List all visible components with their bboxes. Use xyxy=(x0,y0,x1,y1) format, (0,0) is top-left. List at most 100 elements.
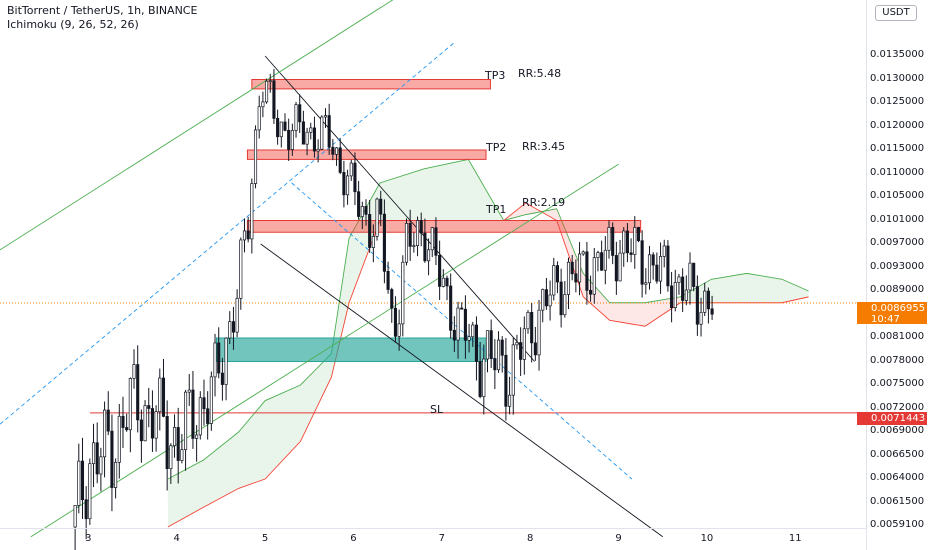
candle-body xyxy=(364,206,368,215)
tp3-rr-label: RR:5.48 xyxy=(518,67,562,80)
y-tick-label: 0.0078000 xyxy=(870,354,925,366)
candle-body xyxy=(250,183,254,240)
y-tick-label: 0.0105000 xyxy=(870,190,925,201)
candle-body xyxy=(353,162,357,193)
candle-body xyxy=(467,336,471,341)
candle-body xyxy=(504,354,508,407)
candle-body xyxy=(614,255,618,282)
indicator-legend[interactable]: Ichimoku (9, 26, 52, 26) xyxy=(7,18,139,31)
ichimoku-cloud-segment xyxy=(746,273,783,303)
x-tick-label: 6 xyxy=(350,533,357,544)
candle-body xyxy=(253,129,258,184)
y-tick-label: 0.0061500 xyxy=(870,495,925,507)
candle-body xyxy=(239,239,243,299)
candle-body xyxy=(172,427,177,447)
candle-body xyxy=(699,311,703,325)
candle-body xyxy=(346,175,350,196)
candle-body xyxy=(242,230,247,241)
candle-body xyxy=(441,277,445,287)
trendline[interactable] xyxy=(260,243,664,538)
candle-body xyxy=(408,223,412,247)
candle-body xyxy=(176,427,180,461)
candle-body xyxy=(132,364,136,379)
y-tick-label: 0.0130000 xyxy=(870,72,925,84)
candle-body xyxy=(438,254,442,287)
candle-body xyxy=(349,162,353,177)
y-tick-label: 0.0059100 xyxy=(870,519,925,530)
zone-tp3[interactable] xyxy=(251,79,491,90)
candle-countdown: 10:47 xyxy=(871,314,900,325)
zone-tp1[interactable] xyxy=(246,220,642,233)
candle-body xyxy=(496,339,501,371)
sl-label: SL xyxy=(430,403,444,416)
ichimoku-cloud-segment xyxy=(349,182,380,303)
trendline[interactable] xyxy=(0,0,415,251)
y-tick-label: 0.0069000 xyxy=(870,425,925,436)
candle-body xyxy=(320,116,324,150)
candle-body xyxy=(360,206,364,217)
candle-body xyxy=(231,321,235,333)
x-tick-label: 7 xyxy=(438,533,446,544)
candle-body xyxy=(316,148,320,152)
trendline[interactable] xyxy=(30,163,619,538)
candle-body xyxy=(681,276,685,301)
currency-button[interactable]: USDT xyxy=(875,5,917,21)
candle-body xyxy=(80,460,85,501)
y-tick-label: 0.0075000 xyxy=(870,378,925,389)
candle-body xyxy=(143,405,147,442)
candle-body xyxy=(636,227,641,242)
zone-entry[interactable] xyxy=(216,337,487,362)
candle-body xyxy=(684,289,688,301)
trendline[interactable] xyxy=(0,41,456,425)
y-tick-label: 0.0081000 xyxy=(870,331,925,342)
candle-body xyxy=(91,442,96,465)
candle-body xyxy=(471,324,475,338)
candle-body xyxy=(415,220,420,246)
candle-body xyxy=(357,191,361,217)
tp2-rr-label: RR:3.45 xyxy=(522,140,566,153)
candle-body xyxy=(161,377,166,417)
ichimoku-cloud-segment xyxy=(379,168,425,221)
candle-body xyxy=(581,251,585,255)
candle-body xyxy=(220,372,224,385)
x-tick-label: 3 xyxy=(85,533,92,544)
zone-tp2[interactable] xyxy=(246,149,487,160)
y-tick-label: 0.0110000 xyxy=(870,166,925,178)
candle-body xyxy=(191,389,195,439)
candle-body xyxy=(511,344,515,396)
candle-body xyxy=(261,101,265,108)
candle-body xyxy=(84,499,88,520)
ichimoku-cloud-segment xyxy=(583,273,610,321)
y-tick-label: 0.0135000 xyxy=(870,49,925,60)
candle-body xyxy=(368,214,372,248)
candle-body xyxy=(338,147,342,173)
ichimoku-cloud-segment xyxy=(609,302,646,327)
y-tick-label: 0.0101000 xyxy=(870,213,925,225)
candle-body xyxy=(257,106,261,131)
y-tick-label: 0.0093000 xyxy=(870,260,925,272)
candle-body xyxy=(371,236,375,248)
candle-body xyxy=(596,252,600,258)
candle-body xyxy=(397,323,401,337)
candle-body xyxy=(478,361,482,397)
last-price-value: 0.0086955 xyxy=(871,303,926,314)
candle-body xyxy=(312,127,316,152)
candle-body xyxy=(202,397,206,410)
candle-body xyxy=(688,262,692,291)
y-tick-label: 0.0120000 xyxy=(870,119,925,131)
candle-body xyxy=(165,416,169,469)
trendline[interactable] xyxy=(264,55,535,362)
candle-body xyxy=(611,227,615,256)
candle-body xyxy=(489,330,493,359)
y-tick-label: 0.0072000 xyxy=(870,401,925,413)
candle-body xyxy=(563,294,567,316)
candle-body xyxy=(117,415,121,463)
candle-body xyxy=(434,227,438,256)
candle-body xyxy=(305,131,309,145)
candle-body xyxy=(88,463,92,520)
candle-body xyxy=(382,213,386,272)
trendline[interactable] xyxy=(291,182,633,480)
candle-body xyxy=(474,324,478,362)
candle-body xyxy=(493,358,497,371)
